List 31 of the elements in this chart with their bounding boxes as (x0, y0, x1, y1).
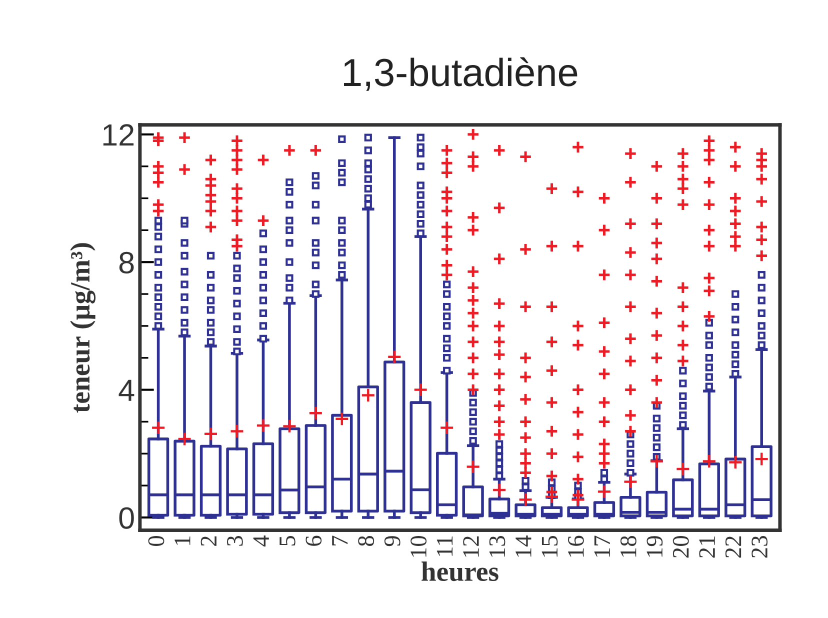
x-tick-label: 19 (646, 536, 663, 557)
x-tick-label: 17 (594, 536, 610, 557)
x-tick-label: 11 (436, 536, 453, 556)
x-tick-label: 13 (489, 536, 506, 557)
y-tick-label: 12 (103, 124, 134, 146)
x-tick-label: 22 (725, 536, 742, 558)
x-tick-label: 3 (227, 536, 243, 546)
x-tick-label: 4 (253, 535, 269, 546)
x-tick-label: 12 (463, 536, 479, 557)
x-tick-label: 8 (358, 536, 374, 546)
x-tick-label: 21 (699, 536, 715, 558)
x-tick-label: 10 (410, 536, 427, 557)
x-tick-label: 7 (332, 536, 348, 546)
x-tick-label: 18 (620, 536, 636, 557)
y-tick-label: 8 (119, 252, 134, 274)
x-tick-label: 16 (568, 536, 584, 557)
x-tick-label: 0 (148, 536, 164, 546)
x-tick-label: 6 (306, 536, 322, 546)
y-tick-label: 0 (119, 507, 134, 529)
x-tick-label: 20 (672, 536, 689, 558)
chart-title: 1,3-butadiène (344, 57, 578, 91)
y-axis-title: teneur (µg/m³) (70, 243, 96, 413)
x-tick-label: 23 (752, 536, 768, 558)
x-tick-label: 2 (200, 536, 216, 546)
x-tick-label: 15 (542, 536, 558, 557)
x-tick-label: 14 (516, 535, 532, 557)
x-axis-title: heures (422, 561, 498, 582)
x-tick-label: 1 (174, 536, 190, 545)
x-tick-label: 9 (384, 536, 400, 546)
y-tick-label: 4 (118, 380, 134, 401)
x-tick-label: 5 (280, 536, 296, 546)
